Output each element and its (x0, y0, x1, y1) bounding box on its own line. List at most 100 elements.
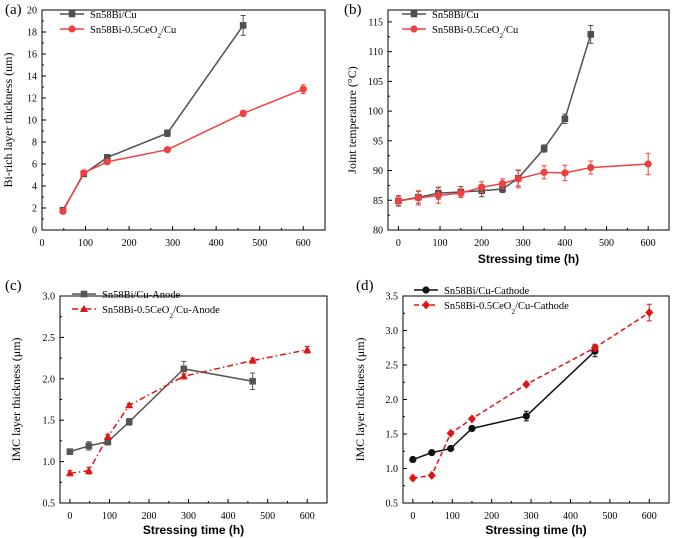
y-tick-label: 1.0 (386, 464, 399, 475)
x-tick-label: 100 (102, 511, 117, 522)
chart-b: 0 100 200 300 400 500 600 80 85 90 95 100 105 110 115 J… (345, 9, 670, 266)
chart-panel-d: (d) 0 100 200 300 400 500 600 0.5 1.0 1.5 2.0 2.5 3.… (342, 270, 685, 538)
data-point (104, 154, 111, 161)
x-axis-title: Stressing time (h) (478, 252, 579, 266)
x-axis-title: Stressing time (h) (143, 523, 244, 537)
series-1 (409, 345, 599, 464)
x-tick-label: 400 (209, 238, 224, 249)
x-tick-label: 400 (563, 511, 578, 522)
series-line (412, 350, 596, 461)
y-tick-label: 8 (32, 138, 37, 149)
data-point (561, 169, 569, 177)
x-tick-label: 300 (516, 238, 531, 249)
x-tick-label: 100 (78, 238, 93, 249)
data-point (303, 345, 312, 353)
data-point (427, 470, 436, 480)
data-point (478, 183, 486, 191)
data-point (164, 129, 171, 137)
plot-frame (387, 9, 670, 231)
legend-marker (68, 25, 76, 33)
y-tick-label: 100 (368, 107, 383, 118)
legend-label: Sn58Bi/Cu (432, 10, 479, 21)
x-tick-label: 0 (396, 238, 401, 249)
series-line (69, 368, 253, 453)
data-point (447, 444, 455, 453)
y-tick-label: 0 (32, 226, 37, 237)
series-1 (59, 15, 247, 214)
data-point (587, 31, 595, 38)
y-tick-label: 0.5 (386, 499, 399, 510)
data-point (522, 412, 530, 420)
y-tick-label: 1.5 (43, 416, 56, 427)
data-point (80, 169, 88, 177)
y-tick-label: 2.0 (43, 374, 56, 385)
data-point (85, 442, 93, 450)
series-1 (66, 360, 256, 455)
data-point (249, 377, 256, 385)
y-axis-title: Bi-rich layer thickness (um) (1, 53, 15, 188)
data-point (446, 428, 455, 438)
x-tick-label: 400 (221, 511, 236, 522)
data-point (540, 168, 548, 176)
x-tick-label: 500 (599, 238, 614, 249)
y-tick-label: 2.5 (43, 333, 56, 344)
y-tick-label: 2.0 (386, 395, 399, 406)
data-point (590, 343, 599, 353)
plot-frame (59, 295, 328, 504)
x-tick-label: 500 (602, 511, 617, 522)
x-tick-label: 600 (296, 238, 311, 249)
data-point (514, 175, 522, 183)
data-point (414, 194, 422, 202)
y-tick-label: 3.0 (43, 292, 56, 303)
data-point (540, 145, 548, 152)
y-tick-label: 10 (27, 116, 37, 127)
series-2 (408, 303, 654, 483)
chart-c: 0 100 200 300 400 500 600 0.5 1.0 1.5 2.0 2.5 3.0 IMC… (9, 290, 328, 537)
x-tick-label: 0 (410, 511, 415, 522)
y-tick-label: 85 (373, 196, 383, 207)
x-tick-label: 600 (641, 238, 656, 249)
y-tick-label: 90 (373, 166, 383, 177)
panel-label: (c) (5, 278, 22, 294)
legend-label: Sn58Bi-0.5CeO2/Cu (432, 25, 519, 40)
data-point (499, 185, 506, 193)
y-tick-label: 20 (27, 6, 37, 17)
series-line (398, 34, 592, 202)
data-point (394, 197, 403, 205)
y-tick-label: 3.0 (386, 326, 399, 337)
data-point (125, 401, 134, 409)
panel-label: (b) (344, 2, 362, 18)
chart-panel-b: (b) 0 100 200 300 400 500 600 80 85 90 95 100 105 110… (342, 0, 685, 270)
x-tick-label: 300 (165, 238, 180, 249)
legend-marker (68, 10, 76, 18)
data-point (409, 455, 417, 464)
x-tick-label: 100 (433, 238, 448, 249)
data-point (180, 365, 188, 373)
legend-label: Sn58Bi-0.5CeO2/Cu-Anode (102, 305, 220, 320)
chart-d: 0 100 200 300 400 500 600 0.5 1.0 1.5 2.0 2.5 3.0 3.5… (353, 286, 670, 537)
chart-panel-c: (c) 0 100 200 300 400 500 600 0.5 1.0 1.5 2.0 2.5 3.… (0, 270, 342, 538)
data-point (163, 146, 171, 154)
series-1 (395, 24, 595, 207)
data-point (645, 308, 654, 318)
plot-frame (402, 295, 670, 504)
y-tick-label: 105 (368, 77, 383, 88)
plot-frame (41, 9, 326, 231)
data-point (468, 424, 476, 433)
y-tick-label: 115 (368, 17, 383, 28)
data-point (299, 85, 307, 93)
x-axis-title: Stressing time (h) (485, 523, 586, 537)
y-tick-label: 18 (27, 28, 37, 39)
data-point (467, 414, 476, 424)
legend-marker (410, 10, 418, 18)
y-tick-label: 2 (32, 204, 37, 215)
legend-marker (80, 290, 88, 298)
data-point (84, 466, 93, 474)
legend-marker (422, 300, 430, 310)
data-point (428, 449, 436, 457)
x-tick-label: 300 (524, 511, 539, 522)
legend-label: Sn58Bi-0.5CeO2/Cu-Cathode (444, 301, 569, 316)
panel-label: (d) (356, 278, 374, 294)
x-tick-label: 200 (122, 238, 137, 249)
series-2 (65, 345, 312, 477)
